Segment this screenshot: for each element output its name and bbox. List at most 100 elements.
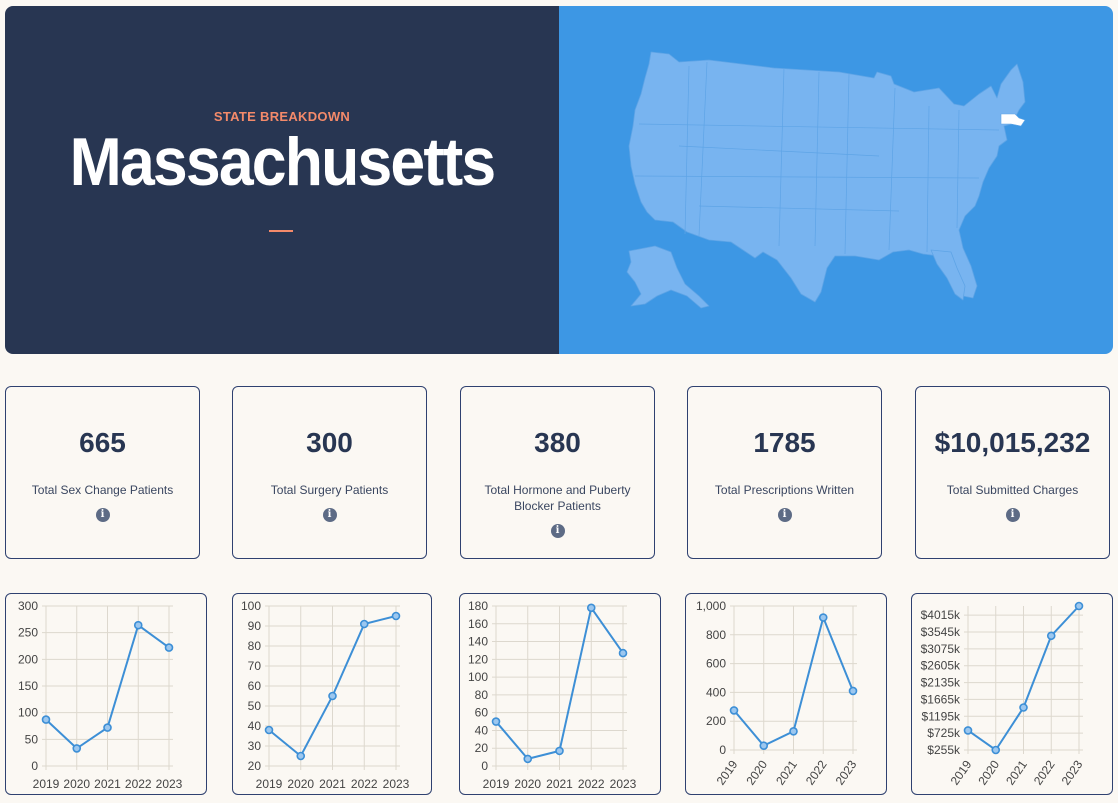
info-icon[interactable]: i <box>1005 508 1020 522</box>
line-chart: 20 30 40 50 60 70 80 90 100 2019 2020 2021 2022 2023 <box>241 599 410 791</box>
data-point <box>523 754 533 764</box>
y-tick-label: 0 <box>719 743 726 757</box>
y-tick-label: 250 <box>18 626 38 640</box>
data-point <box>391 611 401 621</box>
y-tick-label: $2135k <box>921 676 961 690</box>
stat-value: 665 <box>79 427 126 458</box>
stat-label: Total Surgery Patients <box>270 483 389 497</box>
y-tick-label: 20 <box>248 759 262 773</box>
y-tick-label: $255k <box>927 743 961 757</box>
massachusetts-highlight <box>1000 113 1026 127</box>
stat-value: 380 <box>534 427 581 458</box>
y-tick-label: $1195k <box>922 709 961 723</box>
info-icon[interactable]: i <box>95 508 110 522</box>
y-tick-label: $4015k <box>921 608 961 622</box>
stat-card-prescriptions: 1785 Total Prescriptions Written i <box>687 386 882 559</box>
data-point <box>296 751 306 761</box>
info-icon[interactable]: i <box>550 524 565 538</box>
data-point <box>72 744 82 753</box>
x-tick-label: 2021 <box>94 777 121 791</box>
x-tick-label: 2022 <box>351 777 378 791</box>
y-tick-label: 80 <box>475 688 489 702</box>
x-tick-label: 2022 <box>578 777 605 791</box>
y-tick-label: $3075k <box>921 642 961 656</box>
chart-card-surgery-patients: 20 30 40 50 60 70 80 90 100 2019 2020 2021 2022 2023 <box>232 593 432 795</box>
x-tick-label: 2019 <box>33 777 60 791</box>
data-point <box>963 726 973 735</box>
info-icon[interactable]: i <box>322 508 337 522</box>
data-point <box>555 746 564 756</box>
y-tick-label: 70 <box>248 659 262 673</box>
page-title: Massachusetts <box>69 124 496 200</box>
florida-shape <box>930 249 966 301</box>
x-tick-label: 2021 <box>319 777 346 791</box>
x-tick-label: 2020 <box>514 777 541 791</box>
y-tick-label: 60 <box>475 706 489 720</box>
x-tick-label: 2023 <box>1059 757 1086 787</box>
y-tick-label: 600 <box>706 657 726 671</box>
data-point <box>789 726 798 736</box>
x-tick-label: 2021 <box>773 757 800 787</box>
chart-card-submitted-charges: $255k $725k $1195k $1665k $2135k $2605k $3075k… <box>911 593 1113 795</box>
y-tick-label: 120 <box>468 652 488 666</box>
y-tick-label: $2605k <box>921 659 961 673</box>
stat-card-submitted-charges: $10,015,232 Total Submitted Charges i <box>915 386 1110 559</box>
line-chart: $255k $725k $1195k $1665k $2135k $2605k $3075k… <box>921 601 1086 788</box>
y-tick-label: 400 <box>706 685 726 699</box>
stat-label: Total Prescriptions Written <box>714 483 855 497</box>
stat-value: 1785 <box>753 427 816 458</box>
y-tick-label: 200 <box>18 652 38 666</box>
data-point <box>1074 601 1084 611</box>
info-icon[interactable]: i <box>777 508 792 522</box>
x-tick-label: 2023 <box>383 777 410 791</box>
y-tick-label: 150 <box>18 679 38 693</box>
hero-title-panel: STATE BREAKDOWN Massachusetts <box>5 6 559 354</box>
data-point <box>103 723 112 732</box>
line-chart: 0 20 40 60 80 100 120 140 160 180 2019 2020 2021 2022… <box>468 599 637 791</box>
stat-card-surgery-patients: 300 Total Surgery Patients i <box>232 386 427 559</box>
data-point <box>759 741 769 750</box>
x-tick-label: 2022 <box>125 777 152 791</box>
accent-divider <box>269 230 293 232</box>
y-tick-label: 1,000 <box>696 599 726 613</box>
stat-label: Total Submitted Charges <box>946 483 1079 497</box>
data-point <box>328 691 337 701</box>
chart-card-prescriptions: 0 200 400 600 800 1,000 2019 2020 2021 2022 2023 <box>685 593 887 795</box>
x-tick-label: 2021 <box>1003 757 1030 787</box>
stat-label: Total Sex Change Patients <box>31 483 174 497</box>
data-point <box>491 717 501 726</box>
stat-label: Total Hormone and Puberty Blocker Patien… <box>484 483 631 513</box>
y-tick-label: 160 <box>468 617 488 631</box>
chart-card-hormone-patients: 0 20 40 60 80 100 120 140 160 180 2019 2020 2021 2022… <box>459 593 661 795</box>
data-point <box>818 613 828 622</box>
y-tick-label: 100 <box>468 670 488 684</box>
data-point <box>586 603 596 613</box>
x-tick-label: 2019 <box>948 757 975 787</box>
x-tick-label: 2019 <box>714 757 741 787</box>
x-tick-label: 2023 <box>156 777 183 791</box>
us-map-panel <box>559 6 1113 354</box>
line-chart: 0 50 100 150 200 250 300 2019 2020 2021 2022 2023 <box>18 599 183 791</box>
us-map <box>626 51 1026 309</box>
line-chart: 0 200 400 600 800 1,000 2019 2020 2021 2022 2023 <box>696 599 860 788</box>
y-tick-label: 300 <box>18 599 38 613</box>
data-point <box>164 643 174 652</box>
x-tick-label: 2020 <box>63 777 90 791</box>
x-tick-label: 2022 <box>803 757 830 787</box>
y-tick-label: $3545k <box>921 625 961 639</box>
stat-value: $10,015,232 <box>934 427 1091 458</box>
y-tick-label: 20 <box>475 741 489 755</box>
y-tick-label: 800 <box>706 628 726 642</box>
data-point <box>1019 703 1028 712</box>
stat-card-sex-change-patients: 665 Total Sex Change Patients i <box>5 386 200 559</box>
data-point <box>41 715 51 724</box>
y-tick-label: $1665k <box>921 692 961 706</box>
x-tick-label: 2020 <box>743 757 770 787</box>
data-point <box>991 745 1001 755</box>
x-tick-label: 2020 <box>975 757 1002 787</box>
data-point <box>1046 631 1056 641</box>
y-tick-label: 90 <box>248 619 262 633</box>
y-tick-label: 50 <box>248 699 262 713</box>
x-tick-label: 2022 <box>1031 757 1058 787</box>
y-tick-label: 200 <box>706 714 726 728</box>
